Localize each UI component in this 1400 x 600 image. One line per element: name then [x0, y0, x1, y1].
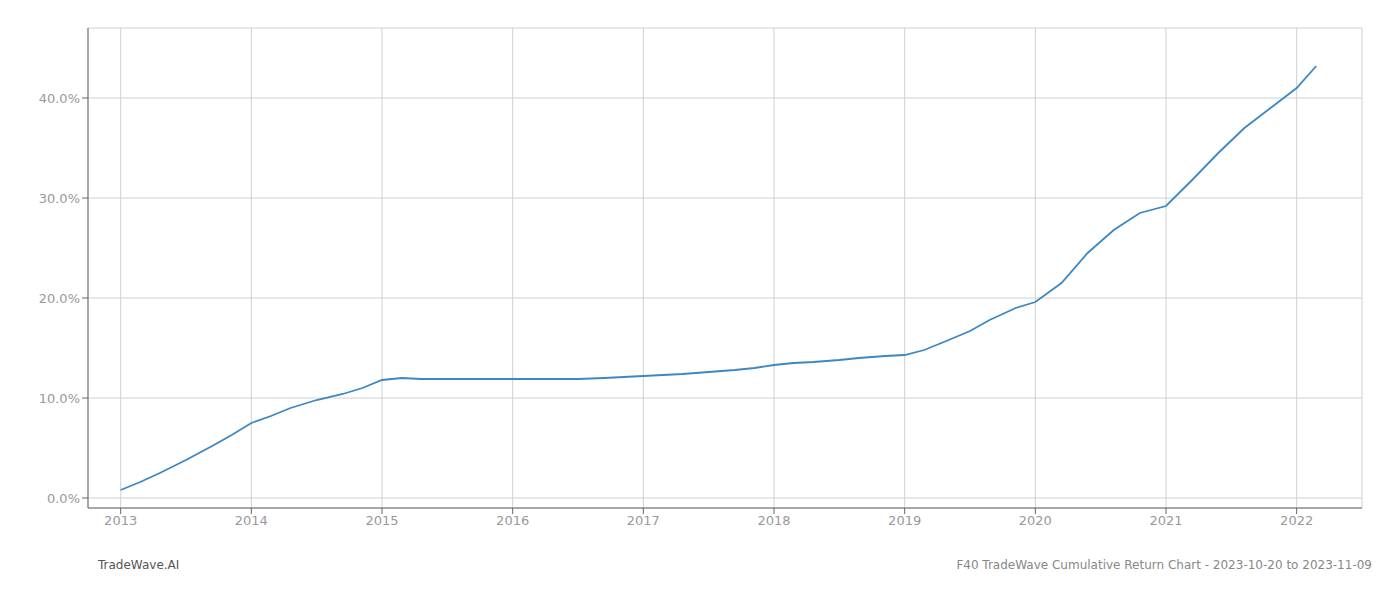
svg-text:2019: 2019 [888, 513, 921, 528]
svg-text:2014: 2014 [235, 513, 268, 528]
svg-text:30.0%: 30.0% [39, 191, 80, 206]
svg-text:2020: 2020 [1019, 513, 1052, 528]
html-text:F40 TradeWave Cumulative Retur: F40 TradeWave Cumulative Return Chart - … [956, 558, 1372, 572]
svg-text:2013: 2013 [104, 513, 137, 528]
svg-text:2017: 2017 [627, 513, 660, 528]
html-text:TradeWave.AI: TradeWave.AI [98, 558, 180, 572]
svg-text:2021: 2021 [1149, 513, 1182, 528]
svg-text:2022: 2022 [1280, 513, 1313, 528]
svg-text:2018: 2018 [757, 513, 790, 528]
svg-text:0.0%: 0.0% [47, 491, 80, 506]
svg-text:2016: 2016 [496, 513, 529, 528]
svg-text:20.0%: 20.0% [39, 291, 80, 306]
svg-text:40.0%: 40.0% [39, 91, 80, 106]
svg-text:10.0%: 10.0% [39, 391, 80, 406]
svg-text:2015: 2015 [365, 513, 398, 528]
